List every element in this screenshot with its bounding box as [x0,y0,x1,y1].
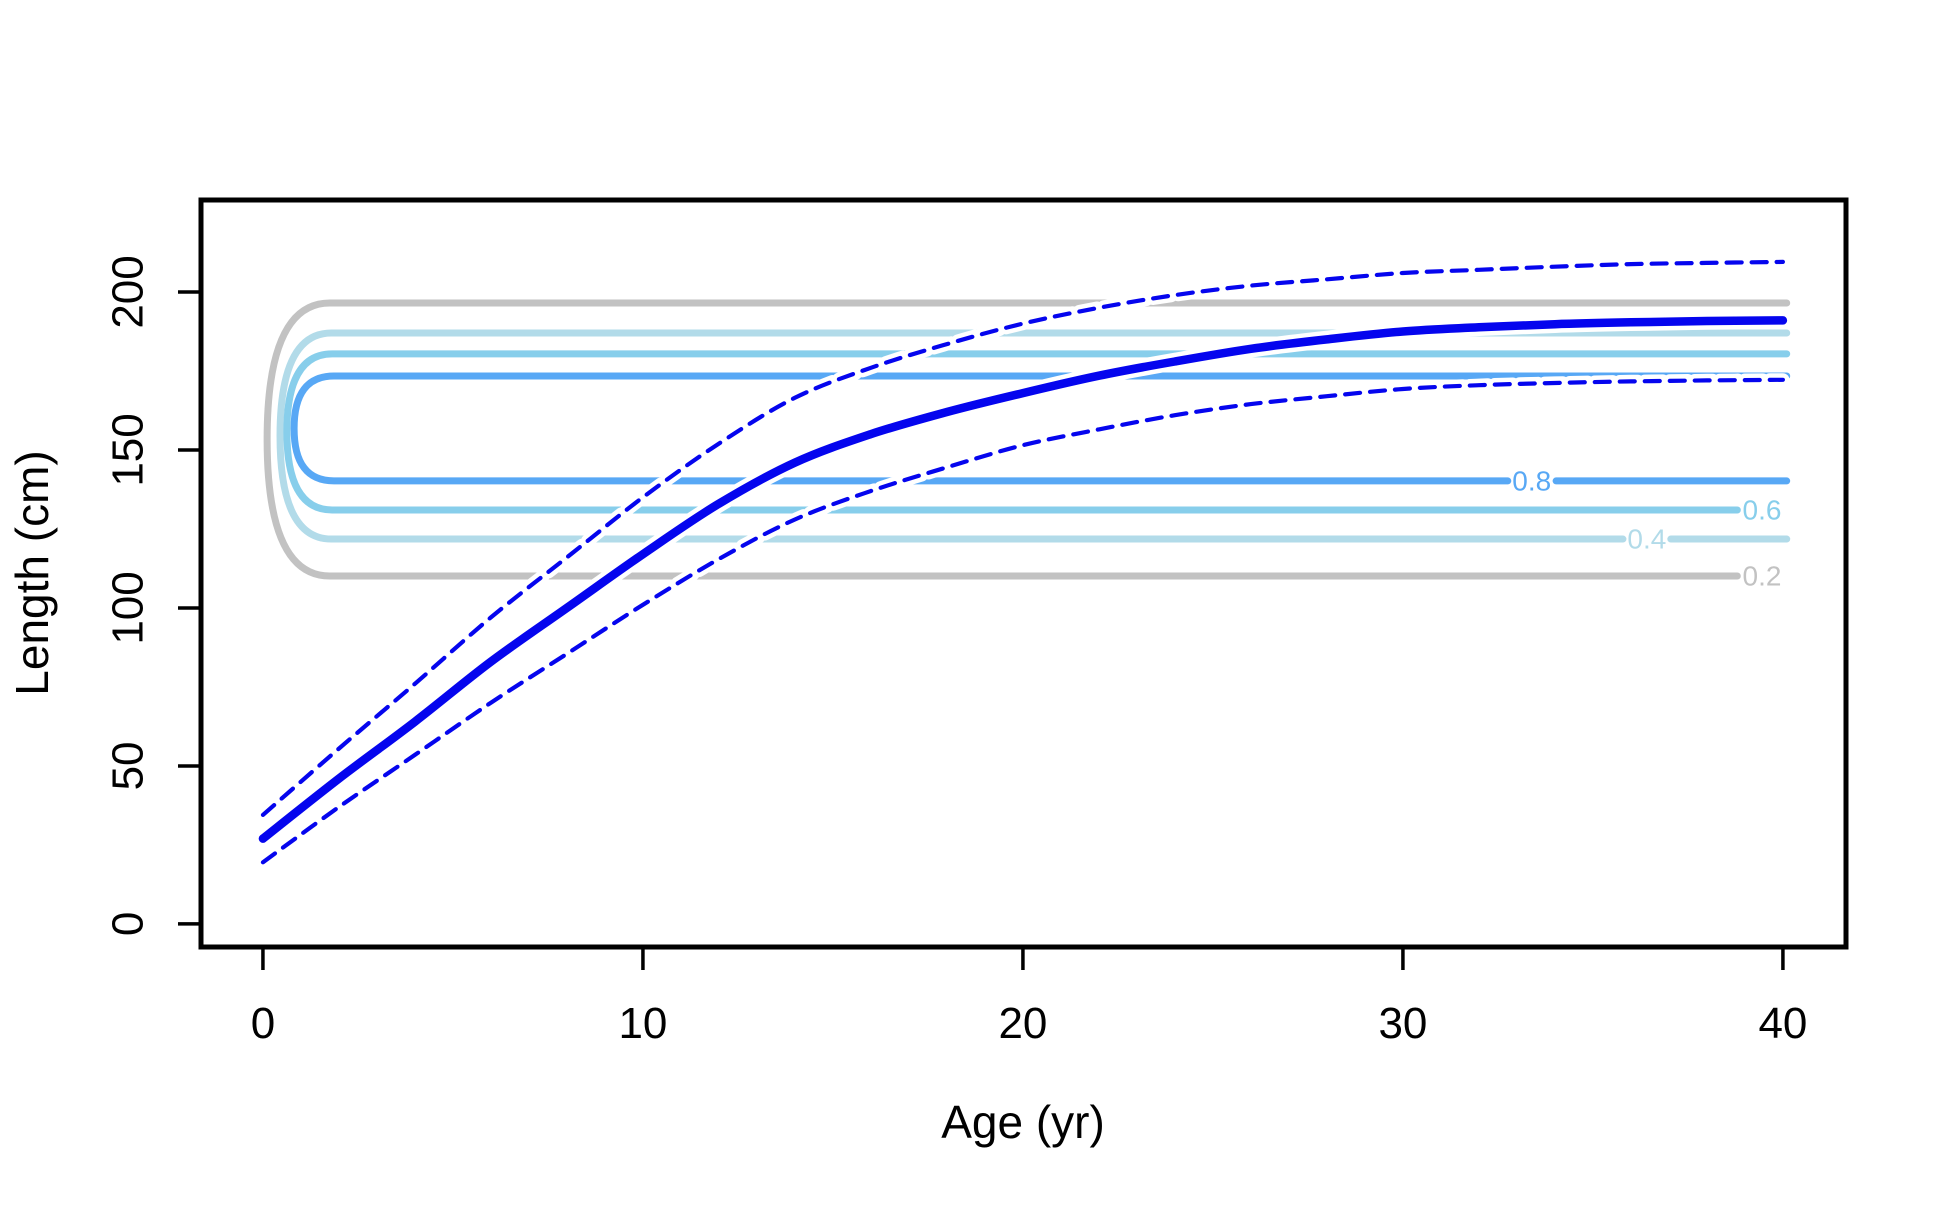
curves-group [254,255,1792,869]
x-axis-title: Age (yr) [941,1096,1105,1148]
y-tick-label: 100 [104,571,153,644]
lower-confidence-band [260,377,1785,865]
contour-label-0.4: 0.4 [1627,524,1666,555]
contour-line-0.8 [290,372,1791,485]
plot-border [198,197,1849,950]
x-tick-label: 20 [998,999,1047,1048]
y-tick-label: 50 [104,741,153,790]
upper-confidence-band [260,259,1785,818]
contour-label-0.6: 0.6 [1743,494,1782,525]
mean-growth-curve [258,316,1788,843]
y-tick-label: 150 [104,413,153,486]
x-tick-label: 30 [1378,999,1427,1048]
contour-line-0.2 [263,299,1791,580]
contour-line-0.4 [276,329,1791,543]
contour-line-0.6 [283,350,1791,514]
contour-label-0.8: 0.8 [1512,465,1551,496]
x-tick-label: 40 [1758,999,1807,1048]
y-tick-label: 200 [104,255,153,328]
contour-lines-group: 0.2 0.4 0.6 0.8 [263,299,1791,592]
y-tick-label: 0 [104,912,153,936]
axes-group: 0 10 20 30 40 0 50 100 150 200 [104,255,1808,1048]
x-tick-label: 10 [618,999,667,1048]
x-tick-label: 0 [251,999,275,1048]
y-axis-title: Length (cm) [6,450,58,695]
contour-label-0.2: 0.2 [1743,561,1782,592]
